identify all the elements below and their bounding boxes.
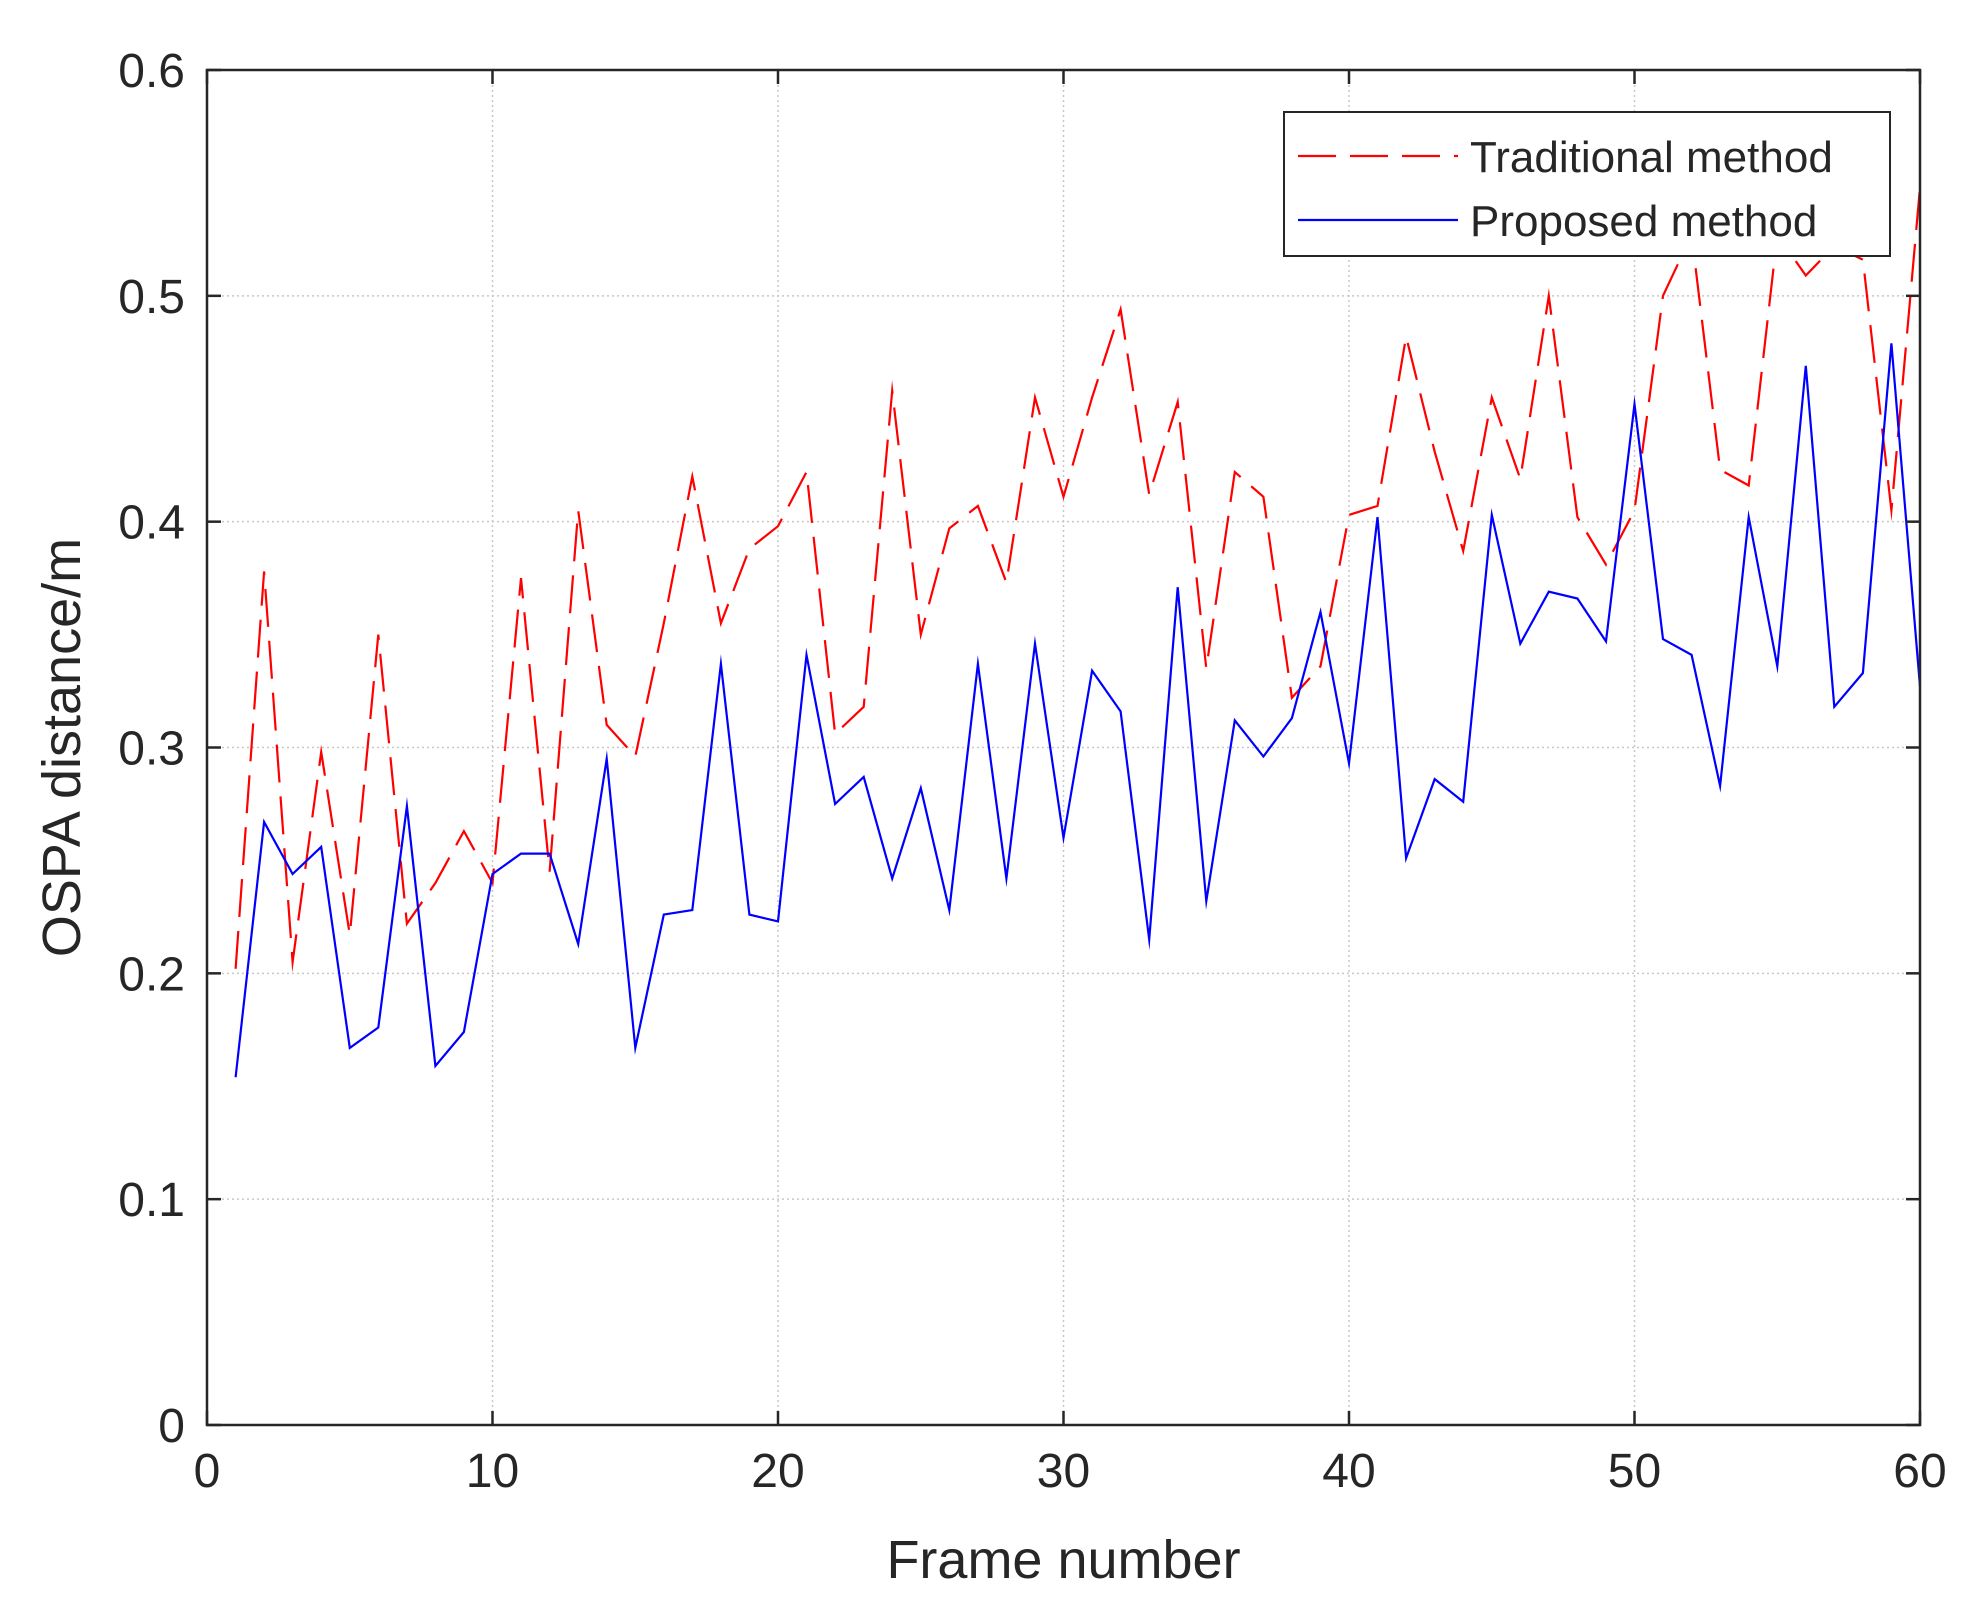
x-tick-label: 0 bbox=[194, 1445, 221, 1498]
x-tick-label: 20 bbox=[751, 1445, 804, 1498]
axis-ticks: 0 10 20 30 40 50 60 0 0.1 0.2 0.3 0.4 0.5 0.6 bbox=[118, 45, 1946, 1498]
y-axis-label: OSPA distance/m bbox=[32, 538, 92, 957]
y-tick-label: 0.3 bbox=[118, 723, 185, 776]
y-tick-label: 0.6 bbox=[118, 45, 185, 98]
gridlines bbox=[207, 70, 1920, 1425]
series-line-traditional-method bbox=[234, 187, 1922, 973]
x-tick-label: 60 bbox=[1893, 1445, 1946, 1498]
y-tick-label: 0.2 bbox=[118, 948, 185, 1001]
y-tick-label: 0 bbox=[158, 1400, 185, 1453]
y-tick-label: 0.5 bbox=[118, 271, 185, 324]
x-tick-label: 30 bbox=[1037, 1445, 1090, 1498]
legend-label-traditional-method: Traditional method bbox=[1470, 133, 1833, 182]
legend-box bbox=[1283, 111, 1891, 257]
y-tick-label: 0.4 bbox=[118, 497, 185, 550]
legend-label-proposed-method: Proposed method bbox=[1470, 197, 1817, 246]
legend: Traditional method Proposed method bbox=[1283, 111, 1891, 257]
plot-lines bbox=[234, 187, 1922, 1078]
series-line-proposed-method bbox=[234, 343, 1922, 1078]
x-tick-label: 10 bbox=[466, 1445, 519, 1498]
y-tick-label: 0.1 bbox=[118, 1174, 185, 1227]
x-axis-label: Frame number bbox=[886, 1530, 1240, 1590]
x-tick-label: 50 bbox=[1608, 1445, 1661, 1498]
x-tick-label: 40 bbox=[1322, 1445, 1375, 1498]
